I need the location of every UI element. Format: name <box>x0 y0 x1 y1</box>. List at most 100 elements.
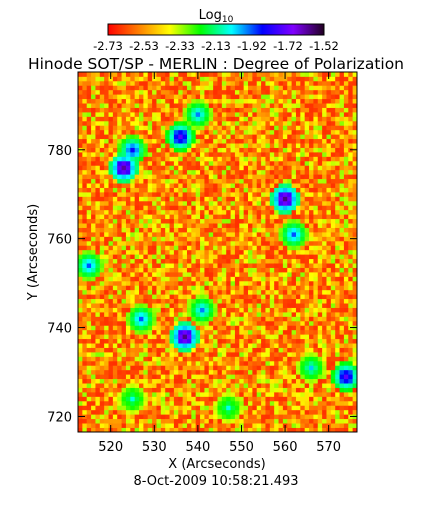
heatmap-cell <box>169 107 175 113</box>
heatmap-cell <box>291 160 297 166</box>
heatmap-cell <box>186 267 192 273</box>
heatmap-cell <box>291 263 297 268</box>
heatmap-cell <box>173 409 179 415</box>
heatmap-cell <box>261 343 266 348</box>
heatmap-cell <box>282 418 288 424</box>
heatmap-cell <box>234 165 240 171</box>
heatmap-cell <box>165 303 170 308</box>
heatmap-cell <box>121 352 127 357</box>
heatmap-cell <box>265 249 271 255</box>
heatmap-cell <box>252 312 258 317</box>
heatmap-cell <box>186 165 192 171</box>
heatmap-cell <box>143 280 149 286</box>
heatmap-cell <box>300 89 306 95</box>
heatmap-cell <box>234 76 240 82</box>
heatmap-cell <box>91 72 96 77</box>
heatmap-cell <box>217 72 223 77</box>
heatmap-cell <box>86 352 92 357</box>
heatmap-cell <box>322 289 327 295</box>
heatmap-cell <box>160 423 166 428</box>
heatmap-cell <box>239 120 245 126</box>
heatmap-cell <box>287 169 293 175</box>
heatmap-cell <box>108 218 114 224</box>
heatmap-cell <box>165 423 170 428</box>
heatmap-cell <box>160 240 166 246</box>
heatmap-cell <box>186 214 192 220</box>
heatmap-cell <box>335 369 340 375</box>
heatmap-cell <box>125 360 131 366</box>
heatmap-cell <box>169 303 175 308</box>
heatmap-cell <box>234 174 240 180</box>
heatmap-cell <box>343 369 349 375</box>
heatmap-cell <box>313 183 319 188</box>
heatmap-cell <box>108 143 114 148</box>
heatmap-cell <box>99 414 105 420</box>
heatmap-cell <box>248 249 253 255</box>
heatmap-cell <box>82 418 88 424</box>
heatmap-cell <box>152 240 157 246</box>
heatmap-cell <box>99 338 105 344</box>
heatmap-cell <box>208 356 214 362</box>
heatmap-cell <box>309 383 314 388</box>
heatmap-cell <box>248 418 253 424</box>
heatmap-cell <box>182 232 188 237</box>
heatmap-cell <box>208 76 214 82</box>
heatmap-cell <box>252 276 258 282</box>
heatmap-cell <box>208 196 214 202</box>
heatmap-cell <box>78 103 83 108</box>
heatmap-cell <box>278 72 284 77</box>
heatmap-cell <box>326 138 332 144</box>
heatmap-cell <box>134 423 140 428</box>
heatmap-cell <box>134 405 140 411</box>
heatmap-cell <box>117 116 122 122</box>
heatmap-cell <box>261 285 266 291</box>
heatmap-cell <box>204 107 210 113</box>
heatmap-cell <box>152 129 157 135</box>
heatmap-cell <box>99 423 105 428</box>
heatmap-cell <box>304 236 310 242</box>
heatmap-cell <box>226 165 231 171</box>
heatmap-cell <box>204 276 210 282</box>
heatmap-cell <box>186 205 192 211</box>
heatmap-cell <box>265 112 271 117</box>
heatmap-cell <box>295 143 301 148</box>
heatmap-cell <box>178 245 184 251</box>
heatmap-cell <box>182 254 188 260</box>
heatmap-cell <box>91 107 96 113</box>
heatmap-cell <box>265 156 271 162</box>
heatmap-cell <box>248 80 253 86</box>
heatmap-cell <box>91 143 96 148</box>
heatmap-cell <box>322 298 327 304</box>
heatmap-cell <box>221 343 227 348</box>
heatmap-cell <box>226 303 231 308</box>
heatmap-cell <box>91 240 96 246</box>
heatmap-cell <box>147 365 153 371</box>
heatmap-cell <box>99 227 105 233</box>
heatmap-cell <box>300 245 306 251</box>
heatmap-cell <box>226 334 231 340</box>
heatmap-cell <box>178 205 184 211</box>
heatmap-cell <box>200 325 205 331</box>
heatmap-cell <box>182 103 188 108</box>
heatmap-cell <box>178 263 184 268</box>
heatmap-cell <box>243 80 249 86</box>
heatmap-cell <box>169 369 175 375</box>
heatmap-cell <box>269 298 275 304</box>
heatmap-cell <box>313 89 319 95</box>
heatmap-cell <box>234 316 240 322</box>
heatmap-cell <box>191 360 197 366</box>
heatmap-cell <box>95 245 101 251</box>
heatmap-cell <box>95 387 101 393</box>
heatmap-cell <box>282 329 288 335</box>
heatmap-cell <box>335 214 340 220</box>
heatmap-cell <box>330 178 336 184</box>
heatmap-cell <box>173 400 179 406</box>
heatmap-cell <box>317 134 323 140</box>
colorbar-tick-label: -1.92 <box>237 39 267 53</box>
heatmap-cell <box>309 276 314 282</box>
heatmap-cell <box>304 400 310 406</box>
heatmap-cell <box>282 147 288 153</box>
heatmap-cell <box>86 165 92 171</box>
heatmap-cell <box>243 76 249 82</box>
heatmap-cell <box>191 200 197 206</box>
